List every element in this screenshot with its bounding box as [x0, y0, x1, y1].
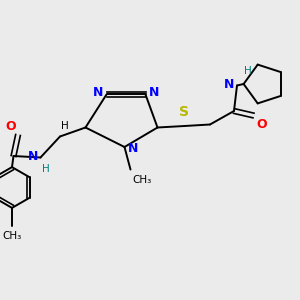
Text: O: O: [256, 118, 267, 131]
Text: N: N: [92, 86, 103, 100]
Text: N: N: [28, 149, 38, 163]
Text: N: N: [149, 86, 160, 100]
Text: N: N: [224, 77, 234, 91]
Text: N: N: [128, 142, 139, 155]
Text: O: O: [6, 120, 16, 133]
Text: CH₃: CH₃: [2, 231, 22, 241]
Text: CH₃: CH₃: [132, 175, 151, 185]
Text: H: H: [61, 121, 69, 131]
Text: H: H: [244, 67, 252, 76]
Text: H: H: [42, 164, 50, 173]
Text: S: S: [179, 105, 190, 119]
